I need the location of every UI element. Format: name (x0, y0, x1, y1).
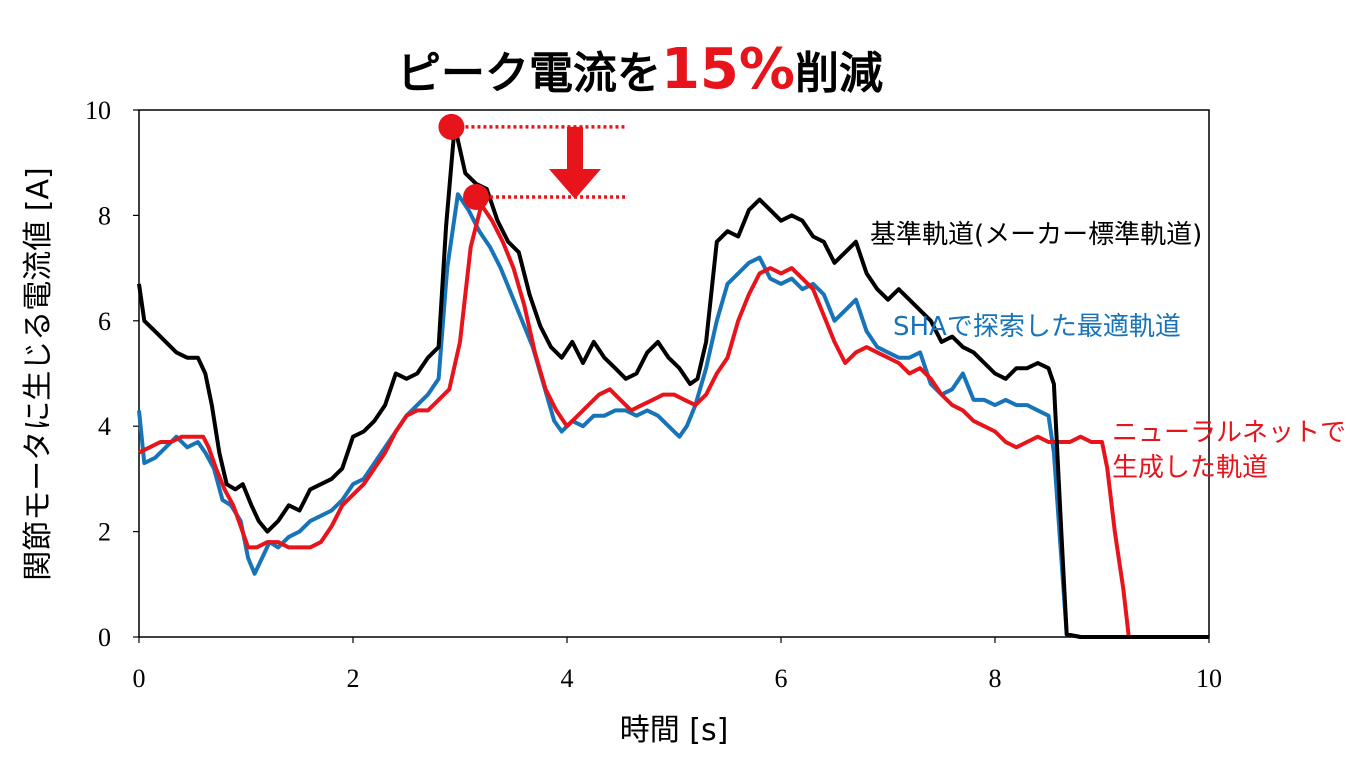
y-tick-label: 0 (98, 623, 111, 652)
peak-marker-0 (438, 113, 465, 140)
y-tick-label: 8 (98, 201, 111, 230)
y-tick-label: 6 (98, 307, 111, 336)
x-tick-label: 6 (775, 664, 788, 693)
chart-title-part2: 削減 (795, 48, 883, 99)
x-tick-label: 4 (561, 664, 574, 693)
reduction-arrow-head (549, 168, 601, 199)
peak-reduction-annotation (438, 113, 625, 210)
chart-title: ピーク電流を15%削減 (397, 37, 883, 102)
series-layer (137, 123, 1209, 639)
y-tick-label: 10 (85, 96, 111, 125)
chart-title-accent: 15% (661, 37, 795, 102)
reduction-arrow-shaft (567, 126, 583, 171)
series-line-0 (137, 123, 1209, 639)
chart-title-part1: ピーク電流を (397, 48, 661, 99)
series-line-2 (138, 202, 1209, 639)
x-tick-label: 0 (133, 664, 146, 693)
x-axis-label: 時間 [s] (620, 713, 729, 748)
x-tick-label: 10 (1196, 664, 1222, 693)
plot-area (138, 109, 1210, 638)
y-axis-label: 関節モータに生じる電流値 [A] (21, 167, 56, 580)
series-label-1: SHAで探索した最適軌道 (893, 312, 1181, 342)
series-label-2: ニューラルネットで (1112, 418, 1346, 448)
series-line-1 (137, 192, 1209, 639)
series-label-2: 生成した軌道 (1112, 453, 1268, 483)
x-tick-label: 2 (347, 664, 360, 693)
peak-marker-1 (463, 183, 490, 210)
series-labels: 基準軌道(メーカー標準軌道) SHAで探索した最適軌道ニューラルネットで生成した軌… (870, 220, 1346, 483)
axis-ticks: 0 2 4 6 8 10 0 2 4 6 8 10 (85, 96, 1222, 693)
y-tick-label: 2 (98, 518, 111, 547)
series-label-0: 基準軌道(メーカー標準軌道) (870, 220, 1202, 250)
y-tick-label: 4 (98, 412, 111, 441)
x-tick-label: 8 (989, 664, 1002, 693)
